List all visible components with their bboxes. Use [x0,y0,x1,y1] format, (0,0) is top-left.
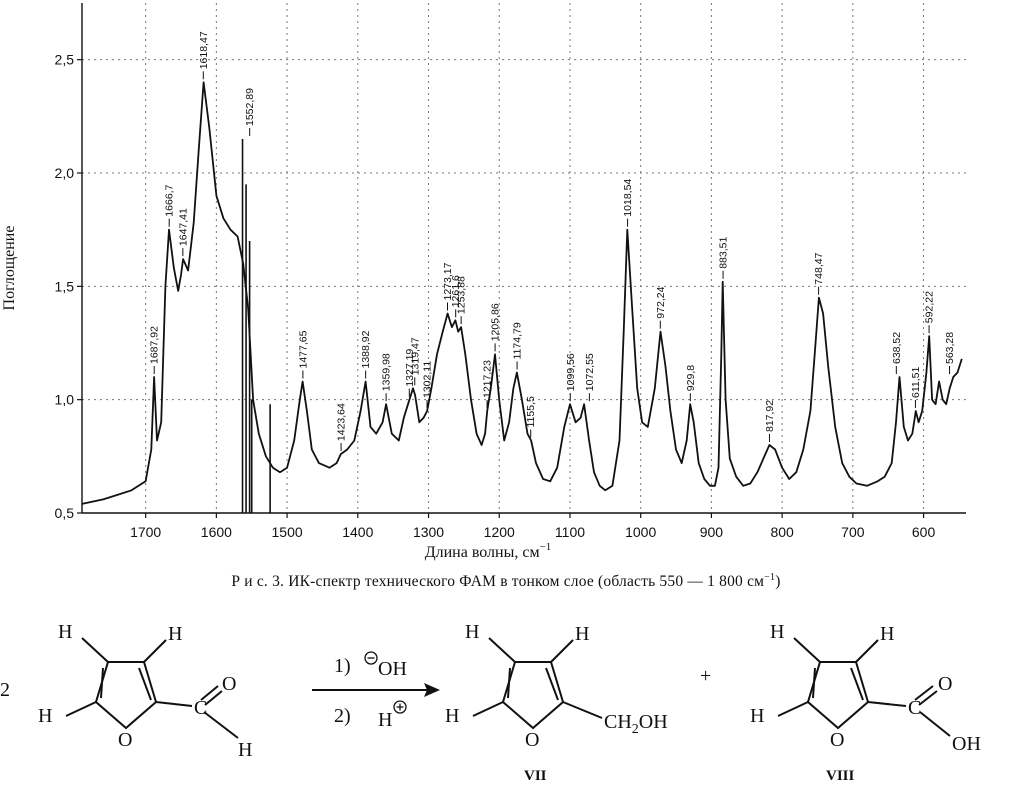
peak-label: 1319,47 [409,337,421,375]
peak-label: 1618,47 [198,31,210,69]
reactant-aldehyde-h: H [238,739,252,761]
peak-label: 817,92 [764,400,776,432]
chart-axes [77,3,966,518]
x-tick-label: 1700 [130,524,161,540]
y-tick-label: 2,5 [55,52,75,68]
x-tick-label: 600 [912,524,936,540]
step-2-label: 2) [334,705,351,727]
peak-label: 1477,65 [297,330,309,368]
x-tick-labels: 1700 1600 1500 1400 1300 1200 1100 1000 900 800 70… [130,524,935,540]
compound-viii-label: VIII [826,768,855,784]
peak-label: 1072,55 [584,353,596,391]
x-tick-label: 1500 [272,524,303,540]
peak-label: 1552,89 [244,88,256,126]
proton-label: H [378,709,392,731]
x-tick-label: 1200 [484,524,515,540]
y-axis-label: Поглощение [1,226,18,311]
x-tick-label: 1600 [201,524,232,540]
y-tick-label: 2,0 [55,165,75,181]
peak-label: 563,28 [944,332,956,364]
chart-grid [82,3,966,513]
spectrum-curve [81,81,963,505]
y-tick-label: 1,0 [55,392,75,408]
viii-atom-h: H [750,705,764,727]
x-tick-label: 1000 [625,524,656,540]
peak-label: 611,51 [910,367,922,398]
x-tick-label: 900 [700,524,724,540]
peak-label: 1155,5 [525,396,537,427]
peak-label: 1174,79 [512,322,524,359]
peak-label: 972,24 [655,286,667,318]
vii-atom-h: H [575,623,589,645]
vii-hydroxymethyl: CH2OH [604,711,668,737]
caption-tail: ) [775,573,781,591]
reactant-atom-c: C [194,697,207,719]
scheme-bonds [65,637,951,739]
peak-label: 592,22 [924,291,936,323]
peak-label: 1388,92 [360,330,372,368]
x-tick-label: 1300 [413,524,444,540]
figure-caption: Р и с. 3. ИК-спектр технического ФАМ в т… [0,572,1012,591]
peak-label: 1018,54 [622,179,634,217]
peak-label: 1205,86 [490,303,502,341]
peak-label: 929,8 [685,365,697,391]
negative-charge-icon [364,651,378,665]
reactant-atom-h: H [38,705,52,727]
viii-hydroxyl: OH [952,733,981,755]
vii-ring-oxygen: O [525,729,539,751]
peak-label: 1327,19 [404,349,416,387]
plus-sign: + [700,665,711,687]
viii-atom-h: H [770,621,784,643]
x-tick-label: 1400 [342,524,373,540]
peak-label: 748,47 [813,252,825,284]
reactant-atom-h: H [168,623,182,645]
viii-ring-oxygen: O [830,729,844,751]
reaction-scheme: 2 H H H O C O H 1) OH 2) H H H H O CH2OH… [0,621,981,784]
peak-label: 1099,56 [565,353,577,391]
peak-label: 1253,88 [456,276,468,314]
caption-lead: Р и с. 3. [231,573,285,591]
spectrum-line [81,81,963,505]
compound-vii-label: VII [524,768,547,784]
reactant-ring-oxygen: O [118,729,132,751]
y-tick-label: 0,5 [55,505,75,521]
reactant-carbonyl-oxygen: O [222,673,236,695]
peak-label: 1423,64 [336,403,348,441]
peak-label: 638,52 [891,332,903,364]
peak-label: 1687,92 [149,326,161,364]
peak-label: 1666,7 [164,184,176,216]
ir-spectrum-chart: 0,5 1,0 1,5 2,0 2,5 1700 1600 1500 1400 1300 1200… [1,3,966,561]
peak-label: 1273,17 [442,262,454,300]
hydroxide-label: OH [378,658,407,680]
peak-label: 1302,11 [422,361,434,398]
caption-sup: −1 [764,572,776,583]
x-tick-label: 800 [770,524,794,540]
x-tick-label: 700 [841,524,865,540]
peak-label: 1261,6 [450,275,462,307]
caption-text: ИК-спектр технического ФАМ в тонком слое… [288,573,765,591]
reactant-coefficient: 2 [0,679,10,701]
x-axis-label: Длина волны, см−1 [425,541,552,561]
peak-label: 1217,23 [482,360,494,398]
reaction-arrow-head [424,683,440,697]
peak-label: 883,51 [718,237,730,269]
x-tick-label: 1100 [555,524,585,540]
vii-atom-h: H [465,621,479,643]
peak-label: 1647,41 [177,208,189,246]
positive-charge-icon [393,700,407,714]
y-tick-label: 1,5 [55,278,75,294]
y-tick-labels: 0,5 1,0 1,5 2,0 2,5 [55,52,75,521]
viii-atom-h: H [880,623,894,645]
spectrum-spikes [241,139,271,513]
viii-carbonyl-oxygen: O [938,673,952,695]
vii-atom-h: H [445,705,459,727]
viii-atom-c: C [908,697,921,719]
peak-label: 1359,98 [381,353,393,391]
step-1-label: 1) [334,655,351,677]
reactant-atom-h: H [58,621,72,643]
